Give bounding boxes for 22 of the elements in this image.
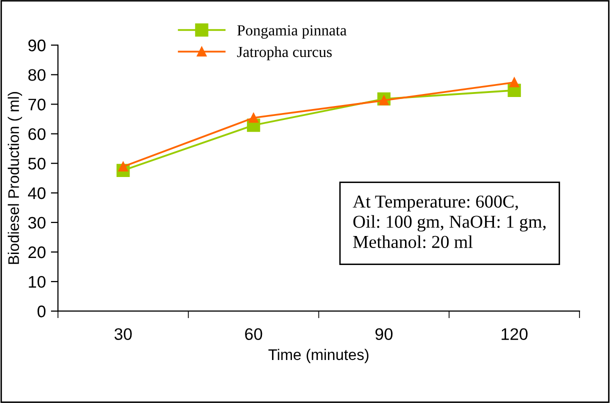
y-tick-label: 30 [28,216,46,229]
point [248,112,258,123]
y-tick-label: 0 [38,306,46,318]
y-tick-label: 50 [28,158,46,170]
y-tick-label: 60 [28,128,46,140]
y-tick-label: 80 [28,69,46,81]
point [118,162,128,172]
x-tick-label: 90 [375,328,393,340]
annotation: At Temperature: 600C, Oil: 100 gm, NaOH: 1 gm, Methanol: 20 ml [352,196,546,248]
y-tick-label: 70 [28,98,46,110]
legend-label: Pongamia pinnata [237,25,347,39]
x-axis-title: Time (minutes) [268,348,368,364]
point [509,78,520,88]
y-tick-label: 40 [28,187,46,200]
y-tick-label: 10 [28,276,46,288]
y-tick-label: 20 [28,246,46,258]
y-axis-title: Biodiesel Production ( ml) [8,92,22,264]
legend-label: Jatropha curcus [237,46,332,60]
y-tick-label: 90 [28,40,46,52]
x-tick-label: 120 [502,328,528,340]
x-tick-label: 60 [245,328,262,340]
x-tick-label: 30 [114,328,132,340]
